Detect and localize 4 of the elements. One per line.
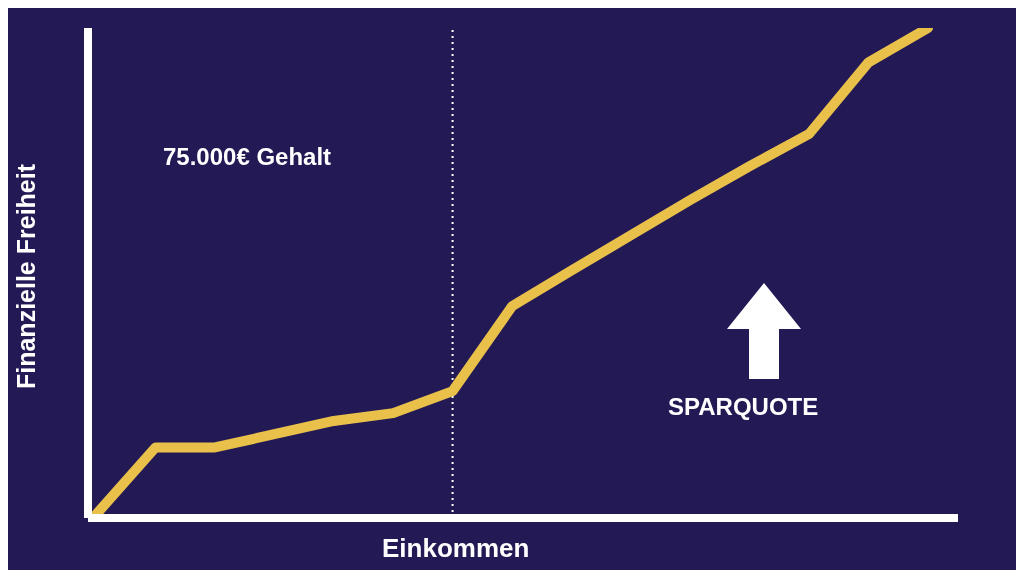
y-axis-title: Finanzielle Freiheit [11,162,41,392]
annotation: 75.000€ Gehalt [163,143,332,171]
x-axis-title: Einkommen [382,533,530,564]
annotation: SPARQUOTE [668,393,819,421]
